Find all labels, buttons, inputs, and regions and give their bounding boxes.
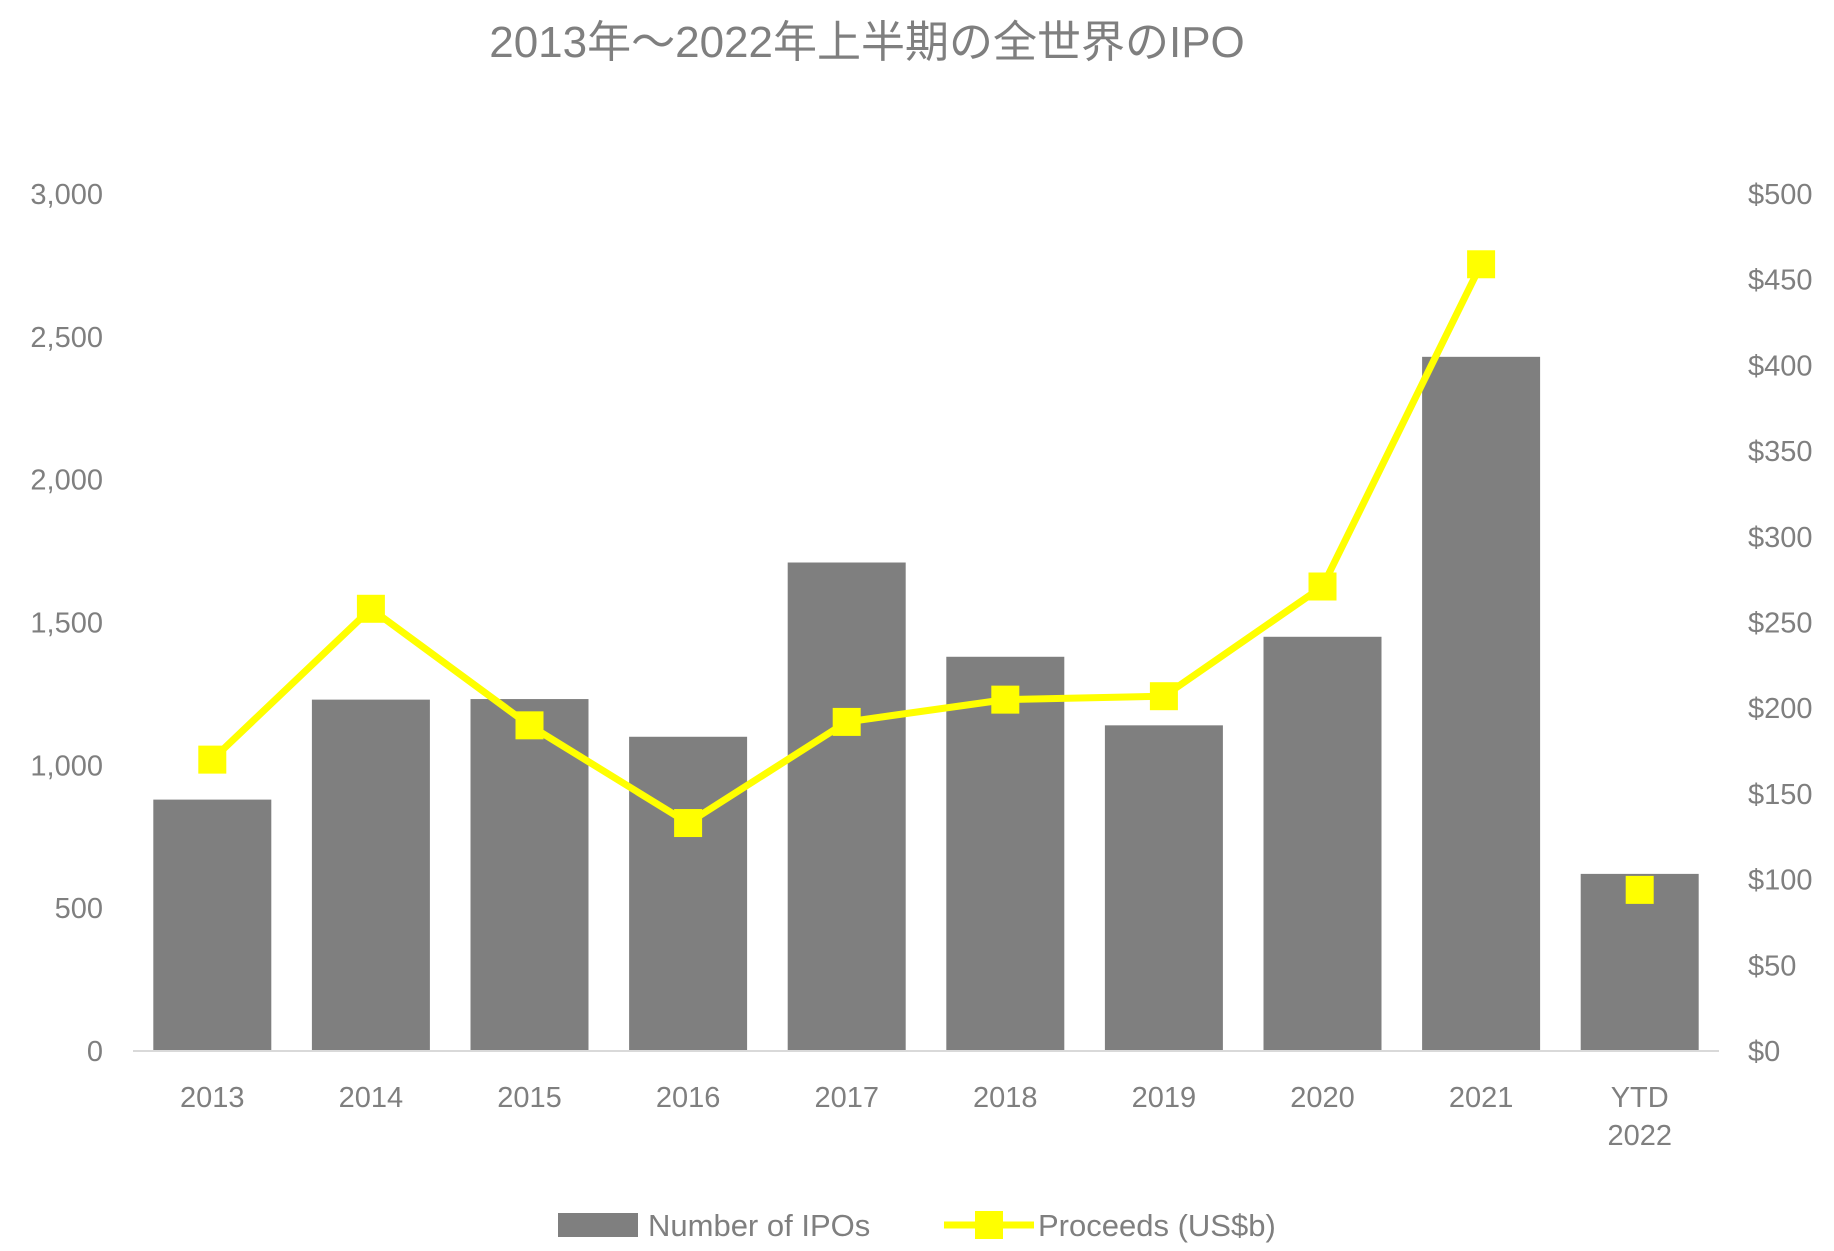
bar-2018	[946, 656, 1065, 1051]
right-tick-label: $350	[1748, 436, 1813, 468]
left-tick-label: 3,000	[30, 179, 103, 211]
left-tick-label: 2,000	[30, 465, 103, 497]
legend-swatch-ipos	[558, 1213, 638, 1237]
bar-2019	[1104, 725, 1223, 1051]
left-tick-label: 1,500	[30, 608, 103, 640]
right-tick-label: $50	[1748, 950, 1796, 982]
bar-2013	[153, 799, 272, 1051]
x-tick-label: 2015	[497, 1082, 562, 1114]
x-tick-label: 2021	[1449, 1082, 1514, 1114]
proceeds-marker-2016	[674, 809, 703, 838]
right-tick-label: $200	[1748, 693, 1813, 725]
legend-label-ipos: Number of IPOs	[648, 1208, 870, 1243]
right-axis-ticks: $0 $50 $100 $150 $200 $250 $300 $350 $400 $450 $50…	[1748, 179, 1813, 1068]
x-tick-label: 2020	[1290, 1082, 1355, 1114]
left-tick-label: 500	[55, 893, 103, 925]
x-tick-label: 2014	[339, 1082, 404, 1114]
proceeds-line	[198, 250, 1654, 904]
right-tick-label: $300	[1748, 522, 1813, 554]
proceeds-marker-2017	[832, 707, 861, 736]
bars	[153, 356, 1699, 1052]
x-axis-labels: 2013 2014 2015 2016 2017 2018 2019 2020 2021 YTD 2…	[180, 1082, 1672, 1152]
x-tick-label: 2013	[180, 1082, 245, 1114]
proceeds-marker-2020	[1308, 572, 1337, 601]
x-tick-label: 2016	[656, 1082, 721, 1114]
proceeds-marker-2018	[991, 685, 1020, 714]
proceeds-marker-2014	[356, 594, 385, 623]
legend-swatch-proceeds-marker	[975, 1211, 1003, 1239]
legend: Number of IPOs Proceeds (US$b)	[558, 1208, 1276, 1243]
proceeds-marker-2019	[1149, 682, 1178, 711]
left-tick-label: 0	[87, 1036, 103, 1068]
proceeds-marker-2015	[515, 711, 544, 740]
right-tick-label: $500	[1748, 179, 1813, 211]
proceeds-marker-ytd-2022	[1625, 875, 1654, 904]
x-tick-label: 2019	[1132, 1082, 1197, 1114]
bar-2020	[1263, 636, 1382, 1051]
right-tick-label: $400	[1748, 350, 1813, 382]
left-tick-label: 2,500	[30, 322, 103, 354]
proceeds-marker-2013	[198, 745, 227, 774]
legend-label-proceeds: Proceeds (US$b)	[1038, 1208, 1276, 1243]
bar-2015	[470, 699, 589, 1051]
x-tick-label: YTD 2022	[1607, 1082, 1672, 1152]
right-tick-label: $250	[1748, 608, 1813, 640]
bar-2017	[787, 562, 906, 1051]
right-tick-label: $150	[1748, 779, 1813, 811]
left-axis-ticks: 0 500 1,000 1,500 2,000 2,500 3,000	[30, 179, 103, 1068]
left-tick-label: 1,000	[30, 750, 103, 782]
right-tick-label: $0	[1748, 1036, 1780, 1068]
bar-2016	[629, 736, 748, 1051]
x-tick-label: 2017	[814, 1082, 879, 1114]
bar-2014	[311, 699, 430, 1051]
x-tick-label: 2018	[973, 1082, 1038, 1114]
proceeds-marker-2021	[1467, 250, 1496, 279]
chart-title: 2013年～2022年上半期の全世界のIPO	[489, 18, 1245, 67]
bar-2021	[1422, 356, 1541, 1052]
right-tick-label: $100	[1748, 865, 1813, 897]
right-tick-label: $450	[1748, 265, 1813, 297]
